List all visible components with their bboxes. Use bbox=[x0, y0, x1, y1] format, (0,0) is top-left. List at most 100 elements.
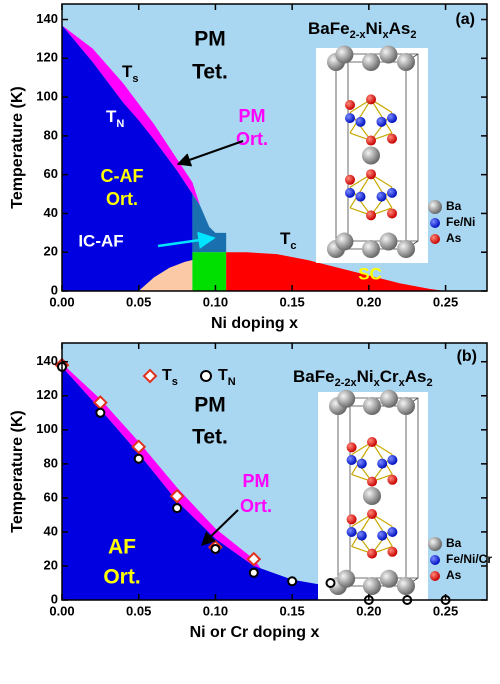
marker-circle bbox=[287, 576, 298, 587]
marker-circle bbox=[248, 567, 259, 578]
compound-part: As bbox=[405, 367, 427, 386]
fe-atom bbox=[355, 116, 366, 127]
as-atom bbox=[387, 474, 398, 485]
x-tick-label: 0.25 bbox=[433, 294, 458, 309]
annotation: PM bbox=[239, 106, 266, 126]
legend-marker bbox=[142, 368, 158, 384]
marker-circle bbox=[133, 453, 144, 464]
x-axis-label: Ni doping x bbox=[211, 315, 298, 332]
arrow bbox=[200, 509, 239, 546]
compound-part: x bbox=[382, 29, 389, 41]
x-tick-label: 0.00 bbox=[49, 603, 74, 618]
ba-atom bbox=[335, 232, 354, 251]
as-atom bbox=[366, 135, 376, 146]
marker-diamond bbox=[246, 551, 262, 567]
marker-circle bbox=[95, 407, 106, 418]
y-tick-label: 0 bbox=[51, 282, 58, 297]
fe-atom bbox=[346, 455, 357, 465]
inset-label: Ba bbox=[446, 199, 462, 213]
x-tick-label: 0.25 bbox=[433, 603, 458, 618]
compound-part: BaFe bbox=[308, 19, 350, 38]
fe-atom bbox=[376, 116, 387, 127]
annotation: SC bbox=[358, 264, 382, 283]
x-tick-label: 0.20 bbox=[356, 603, 381, 618]
ba-atom bbox=[397, 53, 415, 71]
y-axis-label: Temperature (K) bbox=[9, 86, 26, 208]
compound-part: As bbox=[389, 19, 411, 38]
compound-part: 2-2x bbox=[335, 377, 358, 389]
annotation: Ort. bbox=[240, 496, 272, 516]
phase-region bbox=[192, 252, 227, 291]
annotation: Ort. bbox=[236, 129, 268, 149]
x-tick-label: 0.10 bbox=[203, 603, 228, 618]
fe-atom bbox=[377, 458, 388, 469]
bond bbox=[371, 513, 393, 547]
compound-part: Ni bbox=[357, 367, 374, 386]
inset-label: Fe/Ni/Cr bbox=[446, 552, 492, 566]
fe-atom bbox=[376, 191, 387, 202]
legend-atom bbox=[428, 200, 442, 214]
legend-atom bbox=[430, 218, 440, 228]
plot-frame bbox=[61, 342, 488, 601]
panel-label: (b) bbox=[457, 348, 477, 365]
ba-atom bbox=[335, 45, 354, 64]
ba-atom bbox=[362, 146, 380, 165]
curve-label: Tc bbox=[280, 229, 297, 251]
x-axis-label: Ni or Cr doping x bbox=[190, 624, 320, 641]
curve-label-main: T bbox=[280, 229, 291, 248]
curve-label-sub: s bbox=[132, 73, 138, 85]
as-atom bbox=[387, 546, 398, 557]
compound-part: x bbox=[399, 377, 406, 389]
y-tick-label: 40 bbox=[44, 523, 58, 538]
y-tick-label: 140 bbox=[36, 11, 58, 26]
y-tick-label: 80 bbox=[44, 455, 58, 470]
compound-part: 2-x bbox=[350, 29, 367, 41]
legend-sub: N bbox=[228, 376, 236, 388]
curve-label-main: T bbox=[106, 107, 117, 126]
y-tick-label: 0 bbox=[51, 591, 58, 606]
inset-label: Ba bbox=[446, 536, 462, 550]
curve-label-main: T bbox=[122, 62, 133, 81]
annotation: PM bbox=[194, 394, 226, 417]
fe-atom bbox=[356, 530, 367, 541]
annotation: Tet. bbox=[192, 61, 228, 84]
as-atom bbox=[366, 210, 376, 221]
panel-b: Ts TNBaFe/Ni/CrAsBaFe2-2xNixCrxAs2(b)0204… bbox=[9, 342, 492, 641]
ba-atom bbox=[363, 397, 381, 415]
as-atom bbox=[367, 476, 377, 487]
ba-atom bbox=[380, 389, 398, 408]
ba-atom bbox=[337, 389, 356, 408]
as-atom bbox=[367, 509, 377, 519]
fe-atom bbox=[387, 455, 398, 465]
annotation: Tet. bbox=[192, 426, 228, 449]
marker-diamond bbox=[131, 439, 147, 455]
ba-atom bbox=[397, 240, 415, 258]
ba-atom bbox=[362, 53, 380, 71]
fe-atom bbox=[355, 191, 366, 202]
annotation: Ort. bbox=[106, 189, 138, 209]
phase-region bbox=[226, 252, 446, 291]
y-axis-label: Temperature (K) bbox=[9, 410, 26, 532]
fe-atom bbox=[356, 458, 367, 469]
curve-label: Ts bbox=[122, 62, 139, 84]
annotation: PM bbox=[194, 28, 226, 51]
as-atom bbox=[367, 548, 377, 559]
y-tick-label: 80 bbox=[44, 127, 58, 142]
panel-a: BaFe/NiAsBaFe2-xNixAs2(a)020406080100120… bbox=[9, 3, 488, 332]
legend-main: T bbox=[218, 367, 228, 384]
y-tick-label: 20 bbox=[44, 244, 58, 259]
phase-region bbox=[138, 259, 193, 291]
annotations: PM Tet. PM Ort. C-AF Ort. IC-AF SC Ts TN… bbox=[78, 28, 381, 589]
ba-atom bbox=[362, 240, 380, 258]
ba-atom bbox=[337, 569, 356, 588]
annotation: AF bbox=[108, 536, 136, 559]
as-atom bbox=[367, 437, 377, 447]
fe-atom bbox=[345, 187, 355, 198]
fe-atom bbox=[346, 527, 357, 537]
compound-part: Ni bbox=[365, 19, 382, 38]
ba-atom bbox=[397, 577, 415, 595]
phase-region bbox=[62, 25, 193, 291]
fe-atom bbox=[377, 530, 388, 541]
x-tick-label: 0.10 bbox=[203, 294, 228, 309]
legend-atom bbox=[430, 571, 440, 581]
